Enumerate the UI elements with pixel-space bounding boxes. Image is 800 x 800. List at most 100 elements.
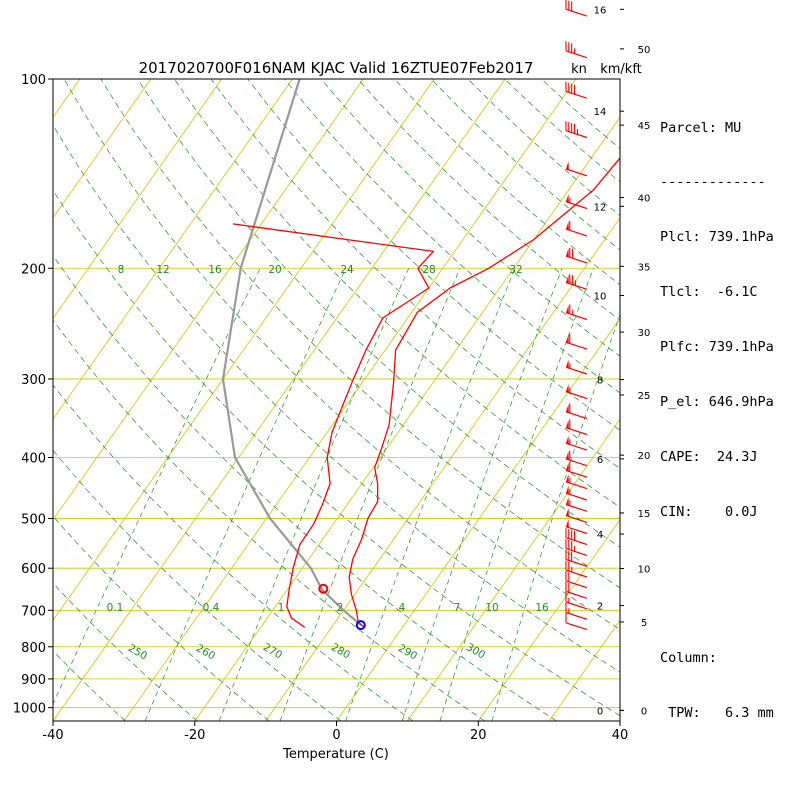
km-tick-label: 14 bbox=[594, 107, 607, 118]
isotherm-line bbox=[194, 116, 620, 721]
barb-full bbox=[565, 0, 567, 10]
barb-full bbox=[565, 528, 567, 538]
wind-barb bbox=[565, 603, 588, 620]
lcl-marker bbox=[355, 620, 366, 631]
barb-full bbox=[571, 123, 573, 133]
barb-half bbox=[574, 546, 576, 552]
isotherm-line bbox=[53, 79, 364, 521]
pressure-tick-label: 600 bbox=[21, 562, 46, 577]
km-tick-label: 0 bbox=[597, 706, 603, 717]
wind-barb bbox=[565, 121, 588, 139]
kft-tick-label: 10 bbox=[638, 565, 651, 576]
barb-full bbox=[568, 0, 570, 11]
isotherm-line bbox=[53, 79, 435, 622]
dry-adiabat-line bbox=[247, 79, 620, 431]
dry-adiabat-line bbox=[173, 79, 620, 508]
wind-barb bbox=[565, 485, 588, 501]
mixing-ratio-label: 0.1 bbox=[107, 602, 124, 614]
isotherm-line bbox=[53, 79, 293, 420]
dry-adiabat-line bbox=[53, 650, 126, 721]
barb-pennant bbox=[566, 384, 569, 393]
barb-half bbox=[569, 477, 571, 484]
wind-barb bbox=[565, 550, 588, 567]
mixing-ratio-line bbox=[491, 313, 620, 721]
dry-adiabat-line bbox=[53, 449, 342, 721]
barb-staff bbox=[565, 481, 588, 490]
plfc-value: Plfc: 739.1hPa bbox=[660, 339, 774, 356]
pressure-tick-label: 700 bbox=[21, 604, 46, 619]
upper-ratio-label: 28 bbox=[422, 264, 435, 276]
parcel-type: Parcel: MU bbox=[660, 119, 742, 136]
dry-adiabat-line bbox=[53, 189, 620, 717]
pressure-tick-label: 500 bbox=[21, 512, 46, 527]
km-tick-label: 2 bbox=[597, 602, 603, 613]
mixing-ratio-label: 0.4 bbox=[203, 602, 220, 614]
wind-barb bbox=[565, 194, 588, 210]
pressure-tick-label: 1000 bbox=[13, 702, 46, 717]
dry-adiabat-label: 260 bbox=[194, 642, 217, 662]
barb-staff bbox=[565, 492, 588, 501]
barb-full bbox=[569, 304, 571, 314]
barb-staff bbox=[565, 281, 588, 290]
barb-full bbox=[565, 582, 567, 592]
mixing-ratio-line bbox=[345, 268, 516, 721]
mixing-ratio-label: 16 bbox=[535, 602, 549, 614]
barb-staff bbox=[565, 558, 588, 567]
barb-pennant bbox=[566, 474, 569, 483]
barb-half bbox=[569, 363, 571, 369]
mixing-ratio-label: 1 bbox=[278, 602, 285, 614]
dry-adiabat-line bbox=[53, 319, 485, 721]
barb-full bbox=[569, 419, 571, 429]
barb-full bbox=[568, 561, 570, 572]
barb-staff bbox=[565, 130, 588, 139]
x-axis-label: Temperature (C) bbox=[282, 747, 389, 762]
barb-full bbox=[569, 403, 571, 414]
barb-staff bbox=[565, 537, 588, 546]
x-tick-label: 0 bbox=[332, 728, 340, 743]
wind-barb bbox=[565, 539, 588, 556]
barb-full bbox=[565, 41, 567, 51]
kft-tick-label: 25 bbox=[638, 391, 651, 402]
barb-pennant bbox=[566, 194, 569, 203]
barb-full bbox=[572, 248, 574, 259]
kft-tick-label: 5 bbox=[641, 618, 647, 629]
parcel-path bbox=[221, 79, 362, 626]
isotherm-line bbox=[0, 79, 9, 721]
pressure-tick-label: 400 bbox=[21, 452, 46, 467]
barb-staff bbox=[565, 8, 588, 17]
dry-adiabat-line bbox=[63, 79, 620, 630]
dry-adiabat-label: 300 bbox=[464, 641, 487, 661]
barb-pennant bbox=[566, 496, 569, 506]
dewpoint-profile bbox=[232, 223, 434, 628]
barb-full bbox=[571, 1, 573, 12]
plot-frame bbox=[52, 78, 621, 722]
barb-staff bbox=[565, 569, 588, 578]
isotherm-line bbox=[53, 79, 506, 721]
barb-full bbox=[565, 539, 567, 549]
barb-staff bbox=[565, 90, 588, 99]
barb-staff bbox=[565, 590, 588, 599]
chart-title: 2017020700F016NAM KJAC Valid 16ZTUE07Feb… bbox=[139, 59, 534, 77]
barb-half bbox=[576, 129, 579, 135]
barb-half bbox=[572, 309, 574, 315]
wind-barb bbox=[565, 161, 588, 177]
barb-pennant bbox=[566, 485, 569, 495]
barb-full bbox=[565, 81, 567, 92]
wind-barb bbox=[565, 519, 588, 535]
barb-pennant bbox=[566, 462, 569, 472]
barb-pennant bbox=[566, 359, 569, 369]
barb-full bbox=[565, 550, 567, 560]
cin-value: CIN: 0.0J bbox=[660, 503, 758, 520]
wind-barb bbox=[565, 528, 588, 546]
x-tick-label: -20 bbox=[184, 728, 205, 743]
wind-barb bbox=[565, 496, 588, 512]
x-tick-label: 20 bbox=[470, 728, 487, 743]
wind-barb bbox=[565, 474, 588, 490]
barb-staff bbox=[565, 503, 588, 512]
kft-tick-label: 30 bbox=[638, 328, 651, 339]
barb-pennant bbox=[566, 334, 569, 344]
barb-staff bbox=[565, 341, 588, 350]
dry-adiabat-line bbox=[53, 124, 620, 673]
barb-staff bbox=[565, 469, 588, 478]
temperature-profile bbox=[348, 157, 620, 628]
